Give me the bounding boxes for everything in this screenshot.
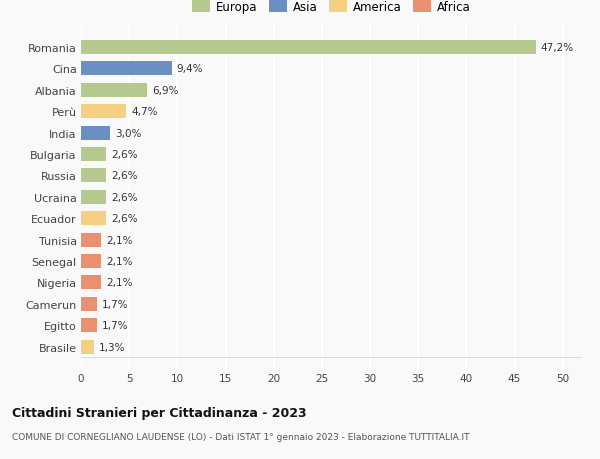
Bar — [81, 212, 106, 226]
Text: 2,1%: 2,1% — [106, 257, 133, 266]
Bar — [81, 126, 110, 140]
Bar — [81, 84, 148, 97]
Text: 2,6%: 2,6% — [111, 150, 137, 160]
Bar — [81, 254, 101, 269]
Bar — [81, 41, 536, 55]
Text: 1,7%: 1,7% — [102, 320, 128, 330]
Text: Cittadini Stranieri per Cittadinanza - 2023: Cittadini Stranieri per Cittadinanza - 2… — [12, 406, 307, 419]
Legend: Europa, Asia, America, Africa: Europa, Asia, America, Africa — [190, 0, 473, 16]
Text: 2,6%: 2,6% — [111, 171, 137, 181]
Text: COMUNE DI CORNEGLIANO LAUDENSE (LO) - Dati ISTAT 1° gennaio 2023 - Elaborazione : COMUNE DI CORNEGLIANO LAUDENSE (LO) - Da… — [12, 432, 470, 442]
Bar — [81, 233, 101, 247]
Text: 9,4%: 9,4% — [176, 64, 203, 74]
Bar — [81, 276, 101, 290]
Bar — [81, 148, 106, 162]
Bar — [81, 340, 94, 354]
Text: 3,0%: 3,0% — [115, 129, 141, 138]
Text: 4,7%: 4,7% — [131, 107, 158, 117]
Bar — [81, 319, 97, 332]
Text: 2,1%: 2,1% — [106, 235, 133, 245]
Bar — [81, 190, 106, 204]
Bar — [81, 169, 106, 183]
Bar — [81, 62, 172, 76]
Text: 2,6%: 2,6% — [111, 192, 137, 202]
Text: 47,2%: 47,2% — [541, 43, 574, 53]
Text: 1,3%: 1,3% — [98, 342, 125, 352]
Bar — [81, 297, 97, 311]
Text: 6,9%: 6,9% — [152, 85, 179, 95]
Bar — [81, 105, 126, 119]
Text: 1,7%: 1,7% — [102, 299, 128, 309]
Text: 2,1%: 2,1% — [106, 278, 133, 288]
Text: 2,6%: 2,6% — [111, 214, 137, 224]
